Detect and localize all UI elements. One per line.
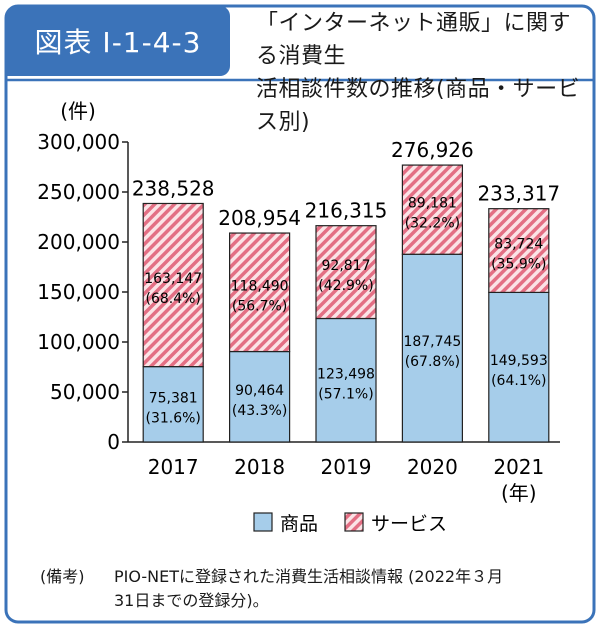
chart-title: 「インターネット通販」に関する消費生 活相談件数の推移(商品・サービス別): [256, 7, 586, 139]
bar-service: [488, 208, 550, 294]
x-axis-unit: (年): [501, 481, 537, 505]
goods-share-label: (64.1%): [491, 373, 546, 389]
service-share-label: (35.9%): [491, 257, 546, 273]
source-note: (備考) PIO-NETに登録された消費生活相談情報 (2022年３月 31日まで…: [40, 565, 580, 613]
service-share-label: (42.9%): [318, 278, 373, 294]
y-tick-label: 0: [107, 430, 120, 454]
y-tick-label: 250,000: [37, 180, 120, 204]
service-value-label: 118,490: [231, 278, 289, 294]
goods-share-label: (67.8%): [405, 354, 460, 370]
goods-value-label: 187,745: [403, 334, 461, 350]
note-line-2: 31日までの登録分)。: [114, 591, 269, 610]
stacked-bar-chart: (件) 0 50,000 100,000 150,000 200,000 250,000 30…: [37, 99, 560, 535]
y-tick-label: 100,000: [37, 330, 120, 354]
goods-share-label: (57.1%): [318, 386, 373, 402]
x-tick-label: 2018: [234, 455, 285, 479]
bar-service: [229, 232, 291, 353]
title-line-1: 「インターネット通販」に関する消費生: [256, 11, 572, 69]
goods-value-label: 90,464: [235, 383, 284, 399]
note-line-1: PIO-NETに登録された消費生活相談情報 (2022年３月: [114, 567, 504, 586]
bar-service: [315, 225, 377, 320]
goods-share-label: (31.6%): [145, 410, 200, 426]
goods-share-label: (43.3%): [232, 403, 287, 419]
bar-goods: [401, 253, 463, 443]
service-share-label: (68.4%): [145, 291, 200, 307]
service-share-label: (32.2%): [405, 216, 460, 232]
total-value-label: 238,528: [132, 176, 215, 200]
y-tick-label: 300,000: [37, 130, 120, 154]
bar-service: [401, 164, 463, 255]
total-value-label: 276,926: [391, 138, 474, 162]
service-value-label: 163,147: [144, 271, 202, 287]
service-share-label: (56.7%): [232, 298, 287, 314]
x-tick-label: 2019: [321, 455, 372, 479]
title-line-2: 活相談件数の推移(商品・サービス別): [256, 77, 581, 135]
y-axis-label: (件): [60, 99, 96, 123]
x-tick-label: 2017: [148, 455, 199, 479]
figure-number: 図表 I-1-4-3: [34, 26, 202, 59]
legend-label-goods: 商品: [280, 513, 318, 535]
figure-badge: [6, 6, 230, 76]
goods-value-label: 149,593: [490, 353, 548, 369]
x-tick-label: 2020: [407, 455, 458, 479]
total-value-label: 208,954: [218, 206, 301, 230]
legend-swatch-service: [344, 512, 364, 532]
x-tick-label: 2021: [493, 455, 544, 479]
y-tick-label: 150,000: [37, 280, 120, 304]
legend-swatch-goods: [253, 512, 273, 532]
note-label: (備考): [40, 567, 85, 586]
bar-goods: [229, 350, 291, 443]
total-value-label: 233,317: [477, 182, 560, 206]
goods-value-label: 123,498: [317, 366, 375, 382]
bar-service: [142, 202, 204, 368]
legend-label-service: サービス: [371, 513, 447, 535]
service-value-label: 83,724: [494, 237, 543, 253]
service-value-label: 92,817: [322, 258, 371, 274]
service-value-label: 89,181: [408, 196, 457, 212]
y-tick-label: 50,000: [50, 380, 120, 404]
y-tick-label: 200,000: [37, 230, 120, 254]
bar-goods: [488, 291, 550, 443]
total-value-label: 216,315: [305, 199, 388, 223]
goods-value-label: 75,381: [149, 390, 198, 406]
